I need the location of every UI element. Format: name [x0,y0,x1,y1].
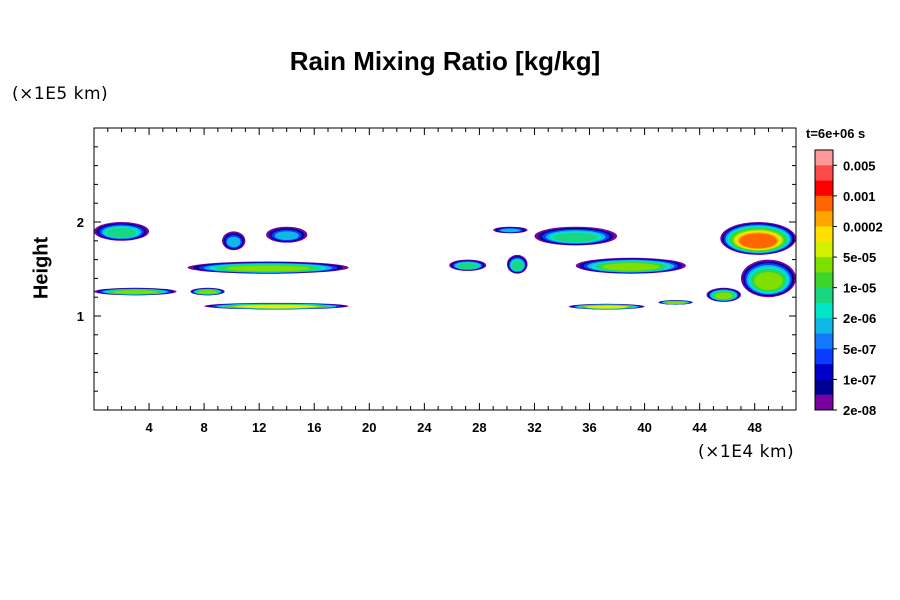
x-tick-label: 28 [472,420,486,435]
contour-feature [190,287,225,296]
x-tick-label: 20 [362,420,376,435]
contour-level [226,236,241,248]
colorbar-label: 5e-07 [843,342,876,357]
colorbar-swatch [815,195,833,212]
contour-feature [493,226,528,234]
contour-feature [266,226,308,243]
x-tick-label: 36 [582,420,596,435]
contour-feature [575,257,686,274]
colorbar-label: 0.005 [843,158,876,173]
contour-level [239,305,313,309]
colorbar-swatch [815,150,833,166]
contour-feature [204,302,349,310]
contour-level [198,290,217,294]
colorbar-label: 1e-05 [843,281,876,296]
contour-feature [187,261,349,274]
contour-feature [720,222,796,255]
y-tick-label: 1 [77,309,84,324]
colorbar-swatch [815,241,833,258]
y-axis-multiplier: (×1E5 km) [12,84,109,104]
contour-level [739,233,777,249]
colorbar-swatch [815,379,833,396]
colorbar-label: 0.0002 [843,219,883,234]
contour-level [113,290,157,294]
colorbar: 0.005 0.001 0.0002 5e-05 1e-05 2e-06 5e-07 1e-0… [814,149,883,418]
contour-feature [222,231,246,251]
contour-feature [658,300,693,305]
contour-level [226,265,310,272]
colorbar-label: 0.001 [843,189,876,204]
x-tick-label: 32 [527,420,541,435]
colorbar-frame [814,149,834,411]
x-tick-label: 4 [145,420,153,435]
colorbar-swatch [815,318,833,335]
x-tick-label: 16 [307,420,321,435]
colorbar-swatch [815,226,833,243]
contour-feature [534,226,618,246]
plot-frame [93,127,797,411]
x-tick-label: 12 [252,420,266,435]
colorbar-label: 1e-07 [843,372,876,387]
colorbar-swatch [815,348,833,365]
contour-level [666,301,685,304]
x-tick-label: 48 [747,420,761,435]
colorbar-swatch [815,211,833,227]
x-axis-multiplier: (×1E4 km) [698,442,795,462]
contour-feature [449,259,487,271]
y-tick-label: 2 [77,215,84,230]
contour-level [511,260,523,271]
contour-level [106,227,137,238]
contour-feature [506,254,528,274]
contour-feature [94,222,150,241]
colorbar-swatch [815,180,833,197]
colorbar-swatch [815,364,833,380]
colorbar-label: 2e-06 [843,311,876,326]
colorbar-swatch [815,287,833,304]
colorbar-swatch [815,257,833,273]
contour-feature [568,303,645,310]
contour-level [500,228,521,233]
colorbar-label: 5e-05 [843,250,876,265]
x-tick-label: 8 [201,420,208,435]
contour-level [587,305,626,309]
colorbar-swatch [815,165,833,182]
x-tick-label: 44 [692,420,707,435]
contour-level [714,292,733,300]
contour-feature [740,259,796,298]
x-tick-label: 40 [637,420,651,435]
contour-level [754,272,783,290]
colorbar-swatch [815,302,833,319]
chart-title: Rain Mixing Ratio [kg/kg] [289,46,601,76]
colorbar-swatch [815,272,833,289]
x-tick-label: 24 [417,420,432,435]
contour-feature [94,287,177,296]
contour-level [457,263,478,269]
contour-feature [706,287,741,302]
contour-level [274,231,299,241]
time-label: t=6e+06 s [806,126,866,141]
colorbar-label: 2e-08 [843,403,876,418]
contour-layer [94,222,796,310]
contour-level [553,232,599,243]
colorbar-swatch [815,394,833,411]
colorbar-swatch [815,333,833,350]
contour-level [602,263,660,271]
